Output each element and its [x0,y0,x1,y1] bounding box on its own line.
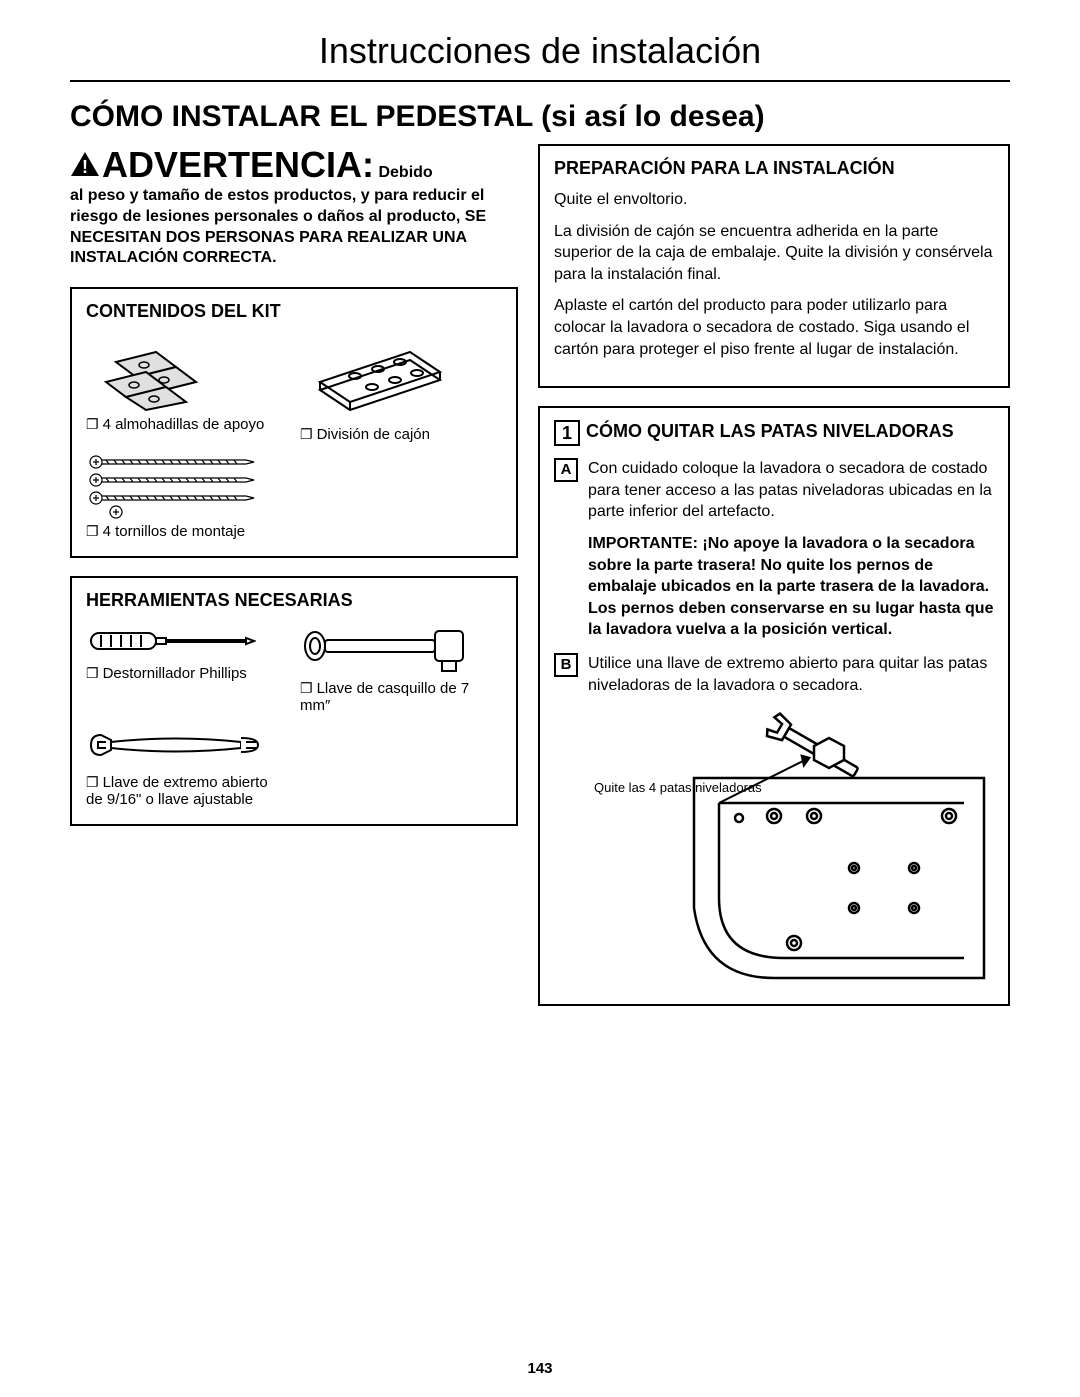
step1-a-letter: A [554,458,578,482]
socket-label: Llave de casquillo de 7 mm″ [300,680,502,714]
step1-important: IMPORTANTE: ¡No apoye la lavadora o la s… [554,533,994,641]
prep-box: PREPARACIÓN PARA LA INSTALACIÓN Quite el… [538,144,1010,388]
wrench-icon [86,720,266,770]
prep-p1: Quite el envoltorio. [554,189,994,211]
step1-b-letter: B [554,653,578,677]
step1-title: CÓMO QUITAR LAS PATAS NIVELADORAS [586,420,954,443]
pads-icon [86,332,226,412]
pads-label: 4 almohadillas de apoyo [86,416,288,433]
screws-label: 4 tornillos de montaje [86,523,288,540]
page-title: Instrucciones de instalación [70,30,1010,82]
tools-title: HERRAMIENTAS NECESARIAS [86,590,502,611]
step1-b-text: Utilice una llave de extremo abierto par… [588,653,994,696]
phillips-label: Destornillador Phillips [86,665,288,682]
step1-box: 1 CÓMO QUITAR LAS PATAS NIVELADORAS A Co… [538,406,1010,1006]
page-number: 143 [0,1360,1080,1377]
step1-a-text: Con cuidado coloque la lavadora o secado… [588,458,994,523]
wrench-label: Llave de extremo abierto de 9/16" o llav… [86,774,288,808]
phillips-icon [86,621,256,661]
page-subtitle: CÓMO INSTALAR EL PEDESTAL (si así lo des… [70,100,1010,134]
warning-heading: ADVERTENCIA: [102,144,374,185]
warning-block: ! ADVERTENCIA: Debido al peso y tamaño d… [70,144,518,269]
prep-p2: La división de cajón se encuentra adheri… [554,221,994,286]
prep-title: PREPARACIÓN PARA LA INSTALACIÓN [554,158,994,179]
warning-body: al peso y tamaño de estos productos, y p… [70,186,518,269]
warning-debido: Debido [378,164,432,181]
screws-icon [86,449,256,519]
tools-box: HERRAMIENTAS NECESARIAS Destornillad [70,576,518,826]
warning-icon: ! [70,151,100,177]
prep-p3: Aplaste el cartón del producto para pode… [554,295,994,360]
step1-num: 1 [554,420,580,446]
divider-icon [300,332,450,422]
kit-title: CONTENIDOS DEL KIT [86,301,502,322]
socket-icon [300,621,470,676]
svg-text:!: ! [82,157,88,177]
kit-box: CONTENIDOS DEL KIT [70,287,518,558]
step1-diag-caption: Quite las 4 patas niveladoras [594,780,762,796]
divider-label: División de cajón [300,426,502,443]
step1-diagram: Quite las 4 patas niveladoras [554,708,994,988]
